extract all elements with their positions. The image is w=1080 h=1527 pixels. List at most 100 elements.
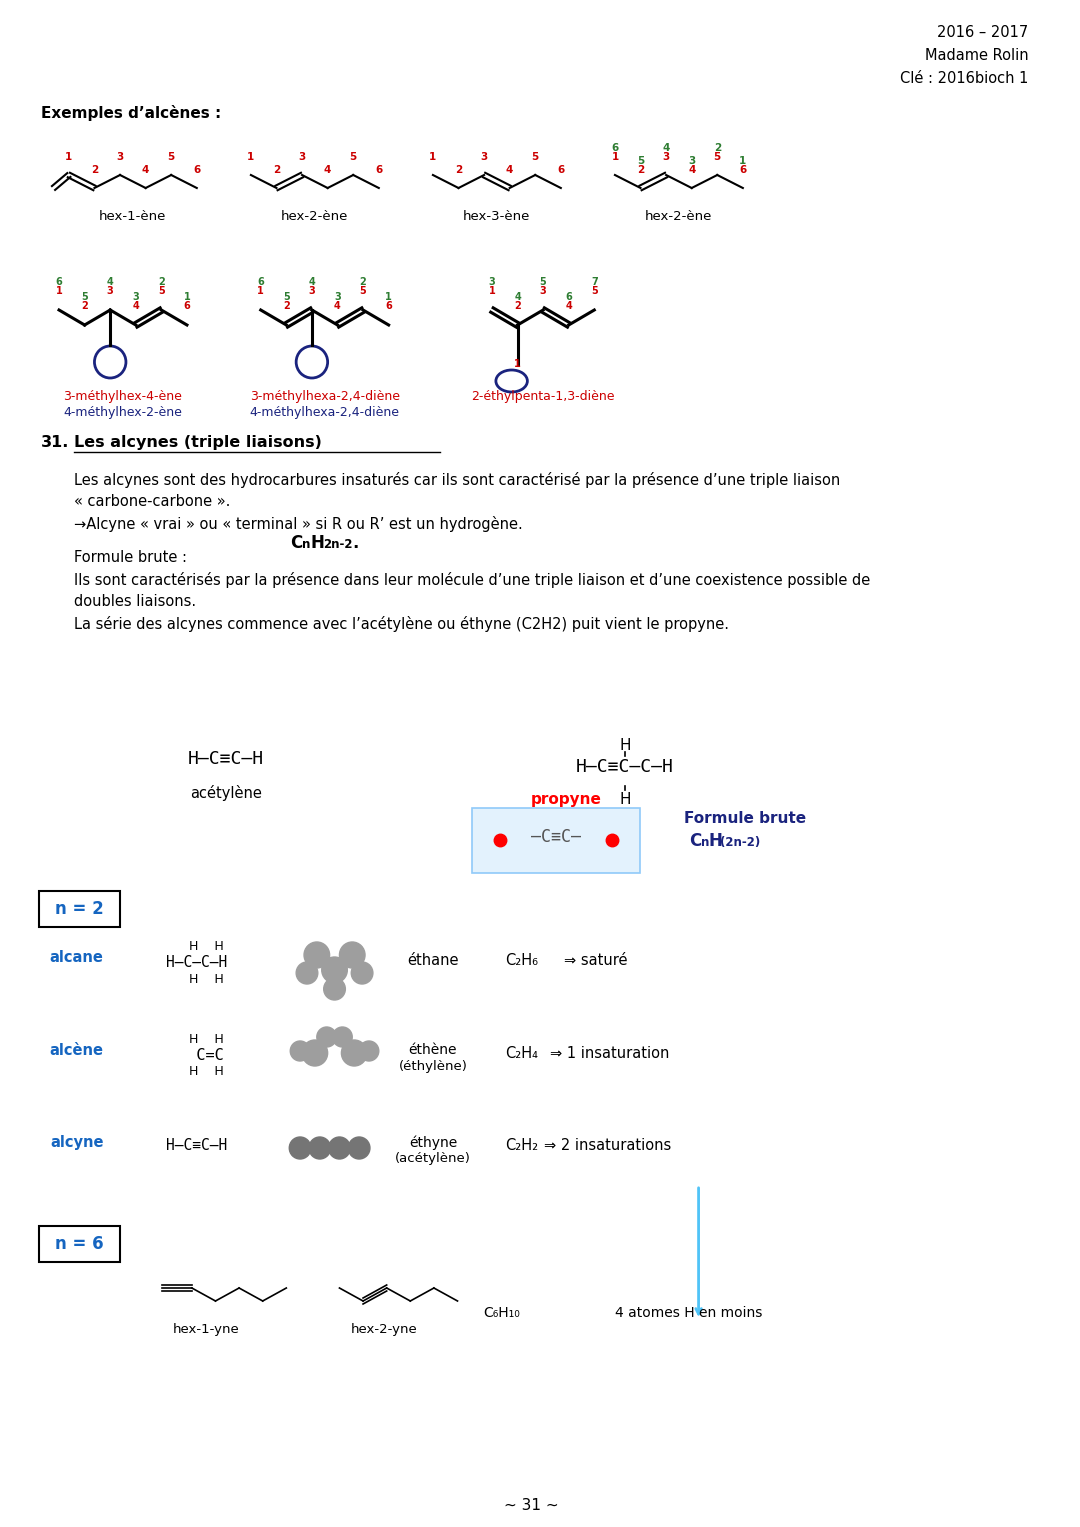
Text: 1: 1 (184, 292, 190, 302)
Text: propyne: propyne (530, 793, 602, 806)
Text: 2: 2 (637, 165, 644, 176)
Text: 3: 3 (488, 276, 496, 287)
Circle shape (328, 1138, 350, 1159)
Text: →Alcyne « vrai » ou « terminal » si R ou R’ est un hydrogène.: →Alcyne « vrai » ou « terminal » si R ou… (73, 516, 523, 531)
Text: 1: 1 (386, 292, 392, 302)
Text: Clé : 2016bioch 1: Clé : 2016bioch 1 (900, 70, 1028, 86)
Text: acétylène: acétylène (190, 785, 262, 802)
Text: Formule brute: Formule brute (684, 811, 806, 826)
Text: 6: 6 (565, 292, 572, 302)
Text: 4: 4 (505, 165, 513, 176)
Text: 2-éthylpenta-1,3-diène: 2-éthylpenta-1,3-diène (471, 389, 615, 403)
Text: hex-2-yne: hex-2-yne (350, 1322, 417, 1336)
Text: 5: 5 (714, 153, 720, 162)
Circle shape (302, 1040, 327, 1066)
Text: 5: 5 (350, 153, 356, 162)
Text: Les alcynes (triple liaisons): Les alcynes (triple liaisons) (73, 435, 322, 450)
Text: 5: 5 (540, 276, 546, 287)
Text: 1: 1 (739, 156, 746, 166)
Text: 2n-2: 2n-2 (323, 538, 352, 551)
Circle shape (339, 942, 365, 968)
Text: n: n (701, 835, 708, 849)
Text: n: n (302, 538, 310, 551)
Text: 1: 1 (65, 153, 72, 162)
Text: 4-méthylhexa-2,4-diène: 4-méthylhexa-2,4-diène (249, 406, 400, 418)
Circle shape (316, 1028, 337, 1048)
Text: 1: 1 (514, 359, 521, 370)
Text: Formule brute :: Formule brute : (73, 550, 187, 565)
Text: 3: 3 (133, 292, 139, 302)
Text: ⇒ 2 insaturations: ⇒ 2 insaturations (544, 1138, 672, 1153)
Text: C₆H₁₀: C₆H₁₀ (484, 1306, 521, 1319)
Text: (2n-2): (2n-2) (720, 835, 760, 849)
Text: 5: 5 (81, 292, 87, 302)
Text: doubles liaisons.: doubles liaisons. (73, 594, 195, 609)
Text: 1: 1 (247, 153, 255, 162)
Text: alcane: alcane (50, 950, 104, 965)
Text: C₂H₄: C₂H₄ (505, 1046, 538, 1061)
Text: 3: 3 (334, 292, 341, 302)
Text: –C≡C–: –C≡C– (531, 828, 581, 846)
Text: 6: 6 (193, 165, 201, 176)
Circle shape (289, 1138, 311, 1159)
Text: 4-méthylhex-2-ène: 4-méthylhex-2-ène (64, 406, 183, 418)
Text: H    H: H H (170, 941, 225, 953)
Text: ⇒ 1 insaturation: ⇒ 1 insaturation (551, 1046, 670, 1061)
FancyBboxPatch shape (39, 890, 120, 927)
Text: H    H: H H (170, 1032, 225, 1046)
Text: 3: 3 (117, 153, 124, 162)
Text: 2: 2 (514, 301, 521, 312)
Text: 6: 6 (557, 165, 565, 176)
Text: 5: 5 (167, 153, 175, 162)
Text: (éthylène): (éthylène) (399, 1060, 468, 1073)
Text: H–C–C–H: H–C–C–H (166, 954, 228, 970)
Text: 4: 4 (309, 276, 315, 287)
Text: H: H (708, 832, 723, 851)
Text: 2: 2 (714, 144, 720, 153)
Text: 7: 7 (591, 276, 597, 287)
Text: 6: 6 (56, 276, 63, 287)
Text: 4: 4 (324, 165, 332, 176)
Text: 4: 4 (565, 301, 572, 312)
Text: hex-2-ène: hex-2-ène (281, 211, 349, 223)
Text: 3: 3 (662, 153, 670, 162)
Text: 6: 6 (739, 165, 746, 176)
Text: 3: 3 (540, 286, 546, 296)
Text: C: C (291, 534, 302, 551)
Text: 4: 4 (514, 292, 521, 302)
Text: 5: 5 (158, 286, 165, 296)
Text: 4: 4 (334, 301, 341, 312)
Text: 2: 2 (455, 165, 462, 176)
Text: ~ 31 ~: ~ 31 ~ (504, 1498, 558, 1513)
Text: hex-1-yne: hex-1-yne (173, 1322, 240, 1336)
Text: « carbone-carbone ».: « carbone-carbone ». (73, 495, 230, 508)
Text: H    H: H H (170, 1064, 225, 1078)
Text: 1: 1 (56, 286, 63, 296)
Text: 3: 3 (107, 286, 113, 296)
Text: 2: 2 (283, 301, 289, 312)
Text: 6: 6 (611, 144, 619, 153)
Text: 1: 1 (488, 286, 496, 296)
Text: C=C: C=C (170, 1048, 225, 1063)
Text: H–C≡C–H: H–C≡C–H (188, 750, 265, 768)
Circle shape (351, 962, 373, 983)
Text: H–C≡C–C–H: H–C≡C–C–H (576, 757, 674, 776)
Text: n = 6: n = 6 (55, 1235, 104, 1254)
Text: 6: 6 (375, 165, 382, 176)
Text: 3-méthylhex-4-ène: 3-méthylhex-4-ène (64, 389, 183, 403)
Text: éthyne: éthyne (409, 1135, 457, 1150)
Circle shape (324, 977, 346, 1000)
Text: Les alcynes sont des hydrocarbures insaturés car ils sont caractérisé par la pré: Les alcynes sont des hydrocarbures insat… (73, 472, 840, 489)
Text: .: . (352, 534, 359, 551)
Text: 6: 6 (386, 301, 392, 312)
Text: H: H (311, 534, 325, 551)
Text: 2: 2 (273, 165, 280, 176)
Circle shape (309, 1138, 330, 1159)
Circle shape (296, 962, 318, 983)
Text: C₂H₆: C₂H₆ (505, 953, 538, 968)
Text: 3: 3 (481, 153, 488, 162)
Text: 6: 6 (184, 301, 190, 312)
Text: Madame Rolin: Madame Rolin (924, 47, 1028, 63)
Circle shape (341, 1040, 367, 1066)
Text: 5: 5 (531, 153, 539, 162)
